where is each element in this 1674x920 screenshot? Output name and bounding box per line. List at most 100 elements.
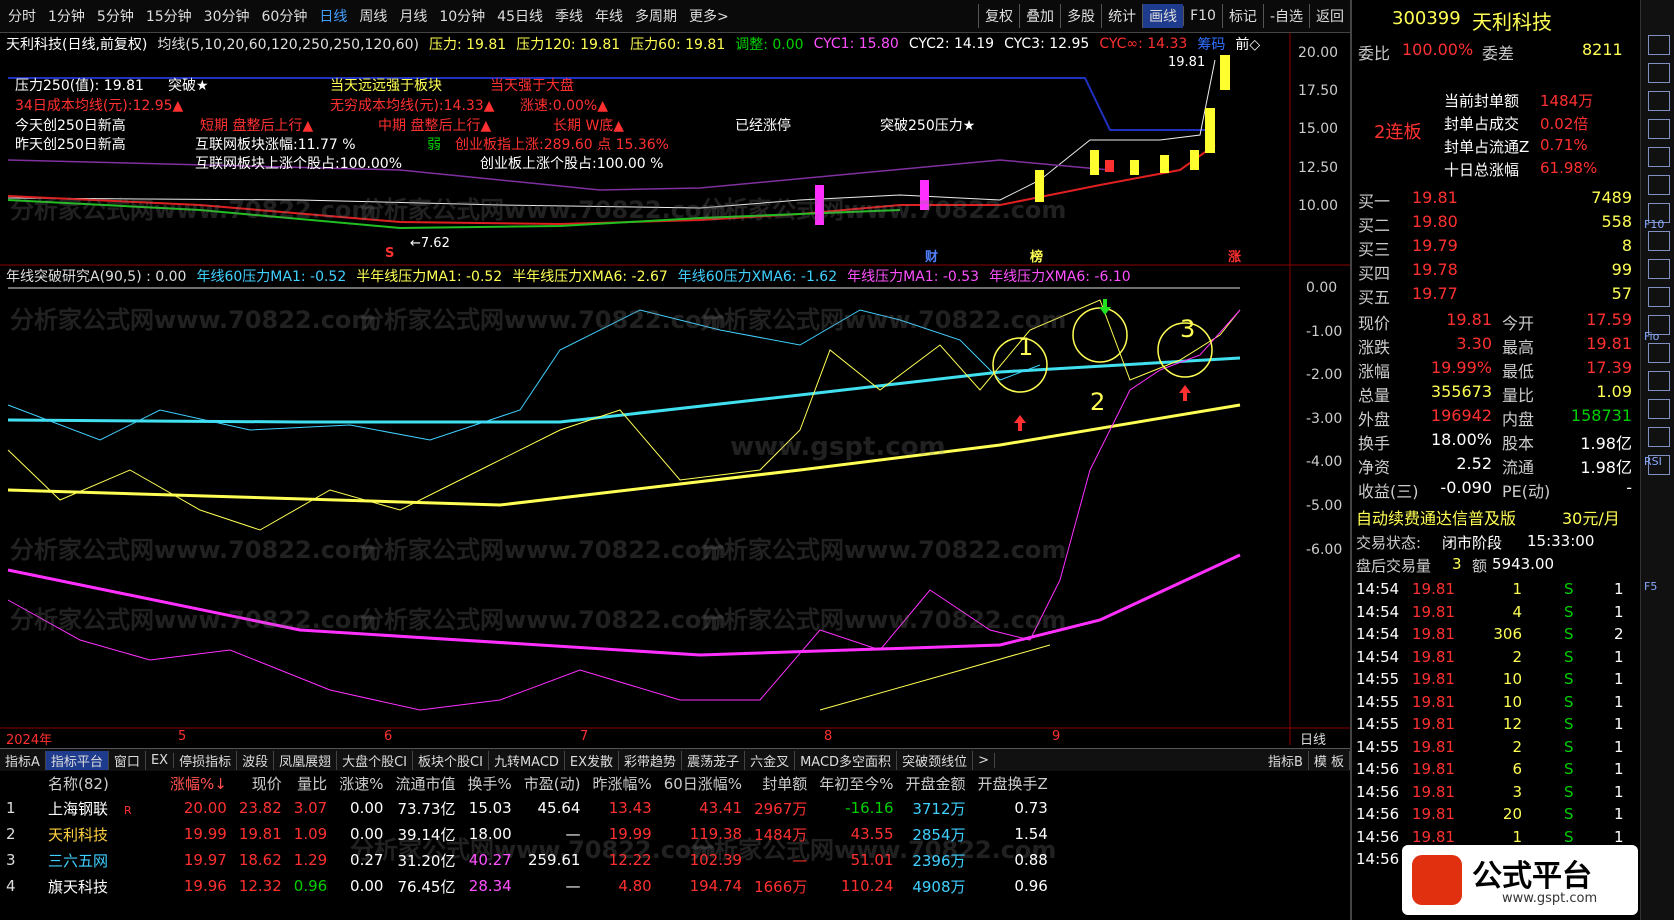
tool-button[interactable]: 标记 (1221, 4, 1263, 28)
seal-label: 当前封单额 (1444, 92, 1520, 110)
side-icon[interactable] (1648, 35, 1670, 55)
period-tab[interactable]: 日线 (319, 9, 348, 25)
tool-button[interactable]: 多股 (1060, 4, 1101, 28)
status: 交易状态: (1356, 534, 1422, 552)
period-tab[interactable]: 5分钟 (96, 9, 134, 25)
side-icon[interactable] (1648, 343, 1670, 363)
trade-cell: 19.81 (1412, 647, 1455, 666)
book-volume: 558 (1601, 212, 1632, 231)
indicator-tab[interactable]: MACD多空面积 (795, 750, 898, 770)
side-icon[interactable] (1648, 455, 1670, 475)
indicator-stat: 半年线压力XMA6: -2.67 (512, 269, 668, 285)
period-tab[interactable]: 10分钟 (439, 9, 486, 25)
trade-cell: 1 (1614, 760, 1624, 778)
side-icon[interactable] (1648, 203, 1670, 223)
table-cell: 19.99 (183, 825, 227, 843)
stat-value: 1.98亿 (1580, 434, 1632, 453)
side-icon[interactable] (1648, 259, 1670, 279)
table-row[interactable]: 1 上海钢联 R 20.00 23.82 3.07 0.00 73.73亿 15.03 45.64… (0, 795, 1054, 821)
indicator-tab[interactable]: 凤凰展翅 (274, 750, 338, 770)
book-price: 19.78 (1412, 260, 1458, 279)
side-icon[interactable] (1648, 175, 1670, 195)
indicator-tab[interactable]: > (973, 752, 995, 768)
indicator-tab[interactable]: 指标B (1263, 750, 1309, 770)
trade-cell: 2 (1512, 647, 1522, 666)
period-tab[interactable]: 45日线 (497, 9, 543, 25)
ad-price: 30元/月 (1562, 509, 1620, 528)
side-icon[interactable] (1648, 287, 1670, 307)
side-icon[interactable] (1648, 147, 1670, 167)
tool-button[interactable]: 画线 (1142, 4, 1184, 28)
tool-button[interactable]: 返回 (1309, 4, 1350, 28)
header-cell: 量比 (297, 774, 328, 793)
indicator-tab[interactable]: 模 板 (1309, 750, 1350, 770)
period-tab[interactable]: 30分钟 (203, 9, 250, 25)
tool-button[interactable]: 复权 (978, 4, 1019, 28)
side-label[interactable]: Fio (1644, 330, 1660, 343)
indicator-tab[interactable]: 大盘个股CI (337, 750, 414, 770)
period-tab[interactable]: 年线 (594, 9, 623, 25)
side-label[interactable]: F5 (1644, 580, 1658, 593)
period-tab[interactable]: 分时 (8, 9, 36, 25)
indicator-tab[interactable]: 九转MACD (489, 750, 565, 770)
tool-button[interactable]: -自选 (1262, 4, 1309, 28)
indicator-tab[interactable]: 彩带趋势 (619, 750, 683, 770)
table-cell: 0.00 (350, 799, 384, 817)
period-tab[interactable]: 更多> (688, 9, 729, 25)
indicator-tab[interactable]: 停损指标 (174, 750, 238, 770)
trade-cell: S (1564, 782, 1574, 801)
side-icon[interactable] (1648, 371, 1670, 391)
period-tab[interactable]: 1分钟 (48, 9, 85, 25)
book-volume: 7489 (1591, 188, 1632, 207)
trade-cell: 19.81 (1412, 692, 1455, 711)
indicator-tab[interactable]: 突破颈线位 (897, 750, 974, 770)
book-price: 19.81 (1412, 188, 1458, 207)
trade-cell: 1 (1614, 647, 1624, 666)
indicator-tab[interactable]: 窗口 (109, 750, 146, 770)
side-icon[interactable] (1648, 63, 1670, 83)
side-icon[interactable] (1648, 91, 1670, 111)
header-cell: 流通市值 (395, 774, 456, 793)
indicator-tab[interactable]: 指标A (0, 750, 46, 770)
side-label[interactable]: F10 (1644, 218, 1665, 231)
period-tab[interactable]: 60分钟 (261, 9, 308, 25)
book-volume: 57 (1611, 284, 1632, 303)
side-icon[interactable] (1648, 399, 1670, 419)
trade-cell: 1 (1614, 670, 1624, 688)
header-cell: 开盘金额 (905, 774, 966, 793)
side-icon[interactable] (1648, 427, 1670, 447)
indicator-tab[interactable]: 震荡茏子 (682, 750, 746, 770)
indicator-tab[interactable]: 板块个股CI (413, 750, 489, 770)
tool-button[interactable]: 统计 (1101, 4, 1142, 28)
side-icon[interactable] (1648, 231, 1670, 251)
side-icon[interactable] (1648, 315, 1670, 335)
header-cell: 涨幅%↓ (170, 774, 227, 793)
kline-note: 突破★ (168, 78, 209, 94)
indicator-tab[interactable]: 波段 (237, 750, 275, 770)
trade-cell: 6 (1512, 760, 1522, 778)
table-cell: 0.73 (1014, 799, 1048, 817)
table-row[interactable]: 4 旗天科技 19.96 12.32 0.96 0.00 76.45亿 28.34 — 4.80 1… (0, 873, 1054, 899)
indicator-tab[interactable]: EX发散 (565, 750, 620, 770)
period-tab[interactable]: 周线 (359, 9, 388, 25)
tool-button[interactable]: 叠加 (1019, 4, 1060, 28)
trade-cell: 19.81 (1412, 737, 1455, 756)
table-row[interactable]: 2 天利科技 19.99 19.81 1.09 0.00 39.14亿 18.00 — 19.99… (0, 821, 1054, 847)
table-row[interactable]: 3 三六五网 19.97 18.62 1.29 0.27 31.20亿 40.27 259.61… (0, 847, 1054, 873)
stock-name-text: 旗天科技 (48, 877, 109, 896)
period-tab[interactable]: 15分钟 (145, 9, 192, 25)
limit-label: 2连板 (1374, 122, 1422, 143)
period-tab[interactable]: 多周期 (634, 9, 677, 25)
book-price: 19.77 (1412, 284, 1458, 303)
trade-cell: 1 (1614, 692, 1624, 711)
period-tab[interactable]: 月线 (399, 9, 428, 25)
side-icon[interactable] (1648, 119, 1670, 139)
side-label[interactable]: RSI (1644, 455, 1662, 468)
tool-button[interactable]: F10 (1183, 6, 1222, 26)
price-tick: 20.00 (1298, 45, 1339, 61)
indicator-tab[interactable]: EX (146, 752, 175, 768)
period-tab[interactable]: 季线 (554, 9, 583, 25)
indicator-tab[interactable]: 六金叉 (745, 750, 796, 770)
indicator-tab[interactable]: 指标平台 (45, 750, 109, 770)
